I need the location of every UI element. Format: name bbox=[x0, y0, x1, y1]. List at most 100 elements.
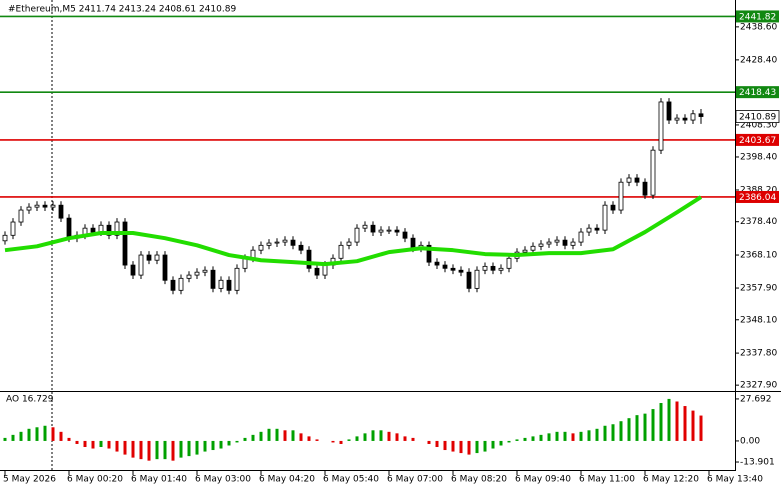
bar bbox=[435, 440, 439, 448]
bar bbox=[3, 437, 7, 441]
bar bbox=[163, 440, 167, 460]
bar bbox=[491, 440, 495, 449]
bar bbox=[531, 436, 535, 441]
candle-body bbox=[90, 227, 96, 233]
bar bbox=[331, 440, 335, 443]
y-tick-label: 2398.40 bbox=[740, 152, 777, 162]
candle-body bbox=[2, 234, 8, 242]
candle-body bbox=[378, 229, 384, 233]
candle-body bbox=[594, 227, 600, 231]
x-tick-label: 6 May 11:00 bbox=[579, 475, 635, 485]
bar bbox=[675, 401, 679, 441]
bar bbox=[651, 409, 655, 441]
x-tick-label: 6 May 08:20 bbox=[451, 475, 507, 485]
candle-body bbox=[634, 177, 640, 183]
level-label: 2418.43 bbox=[739, 88, 776, 98]
candle-body bbox=[458, 269, 464, 273]
bar bbox=[499, 440, 503, 446]
bar bbox=[427, 440, 431, 444]
candle-body bbox=[474, 269, 480, 289]
bar bbox=[11, 434, 15, 441]
bar bbox=[379, 430, 383, 441]
candle-body bbox=[194, 271, 200, 276]
bar bbox=[547, 433, 551, 441]
candle-body bbox=[602, 204, 608, 231]
bar bbox=[411, 437, 415, 441]
candle-body bbox=[442, 264, 448, 269]
candle-body bbox=[538, 243, 544, 247]
candle-body bbox=[650, 149, 656, 196]
bar bbox=[43, 425, 47, 441]
candle-body bbox=[370, 224, 376, 233]
bar bbox=[203, 440, 207, 452]
candle-body bbox=[506, 257, 512, 269]
bar bbox=[443, 440, 447, 451]
candle-body bbox=[466, 271, 472, 289]
candle-body bbox=[178, 277, 184, 291]
bar bbox=[635, 415, 639, 441]
candle-body bbox=[298, 244, 304, 251]
candle-body bbox=[402, 231, 408, 239]
candle-body bbox=[322, 264, 328, 276]
bar bbox=[555, 431, 559, 441]
x-tick-label: 6 May 04:20 bbox=[259, 475, 315, 485]
candle-body bbox=[546, 241, 552, 245]
bar bbox=[339, 440, 343, 444]
bar bbox=[699, 415, 703, 441]
candle-body bbox=[314, 267, 320, 276]
x-tick-label: 6 May 07:00 bbox=[387, 475, 443, 485]
bar bbox=[619, 421, 623, 441]
bar bbox=[275, 428, 279, 441]
candle-body bbox=[258, 244, 264, 251]
candle-body bbox=[554, 239, 560, 243]
last-price-label: 2410.89 bbox=[739, 113, 776, 123]
candle-body bbox=[434, 261, 440, 266]
y-tick-label: 2357.90 bbox=[740, 284, 777, 294]
bar bbox=[179, 440, 183, 458]
candle-body bbox=[386, 229, 392, 232]
candle-body bbox=[146, 254, 152, 261]
bar bbox=[75, 440, 79, 444]
x-tick-label: 5 May 2026 bbox=[3, 475, 56, 485]
bar bbox=[107, 440, 111, 449]
bar bbox=[83, 440, 87, 448]
bar bbox=[563, 431, 567, 441]
level-label-box bbox=[736, 190, 779, 203]
y-tick-label: 2378.40 bbox=[740, 217, 777, 227]
x-tick-label: 6 May 03:00 bbox=[195, 475, 251, 485]
last-price-box bbox=[735, 110, 780, 123]
bar bbox=[371, 430, 375, 441]
candle-body bbox=[570, 241, 576, 246]
candle-body bbox=[610, 204, 616, 211]
y-tick-label: 2438.60 bbox=[740, 22, 777, 32]
y-tick-label: 2368.10 bbox=[740, 251, 777, 261]
candle-body bbox=[42, 204, 48, 208]
bar bbox=[187, 440, 191, 457]
candle-body bbox=[426, 244, 432, 263]
level-label: 2386.04 bbox=[739, 193, 776, 203]
candle-body bbox=[306, 249, 312, 269]
candle-body bbox=[274, 241, 280, 244]
candle-body bbox=[10, 221, 16, 236]
bar bbox=[611, 424, 615, 441]
x-tick-label: 6 May 09:40 bbox=[515, 475, 571, 485]
bar bbox=[403, 436, 407, 441]
candle-body bbox=[34, 204, 40, 208]
bar bbox=[475, 440, 479, 454]
bar bbox=[451, 440, 455, 452]
candle-body bbox=[394, 229, 400, 233]
bar bbox=[643, 413, 647, 441]
candle-body bbox=[642, 181, 648, 196]
bar bbox=[347, 439, 351, 441]
bar bbox=[147, 440, 151, 461]
bar bbox=[659, 403, 663, 441]
y-tick-label: -13.901 bbox=[740, 458, 775, 468]
bar bbox=[283, 430, 287, 441]
chart-title: #Ethereum,M5 2411.74 2413.24 2408.61 241… bbox=[8, 5, 236, 15]
bar bbox=[243, 437, 247, 441]
bar bbox=[683, 406, 687, 441]
candle-body bbox=[586, 227, 592, 233]
candle-body bbox=[186, 274, 192, 279]
candle-body bbox=[530, 245, 536, 251]
